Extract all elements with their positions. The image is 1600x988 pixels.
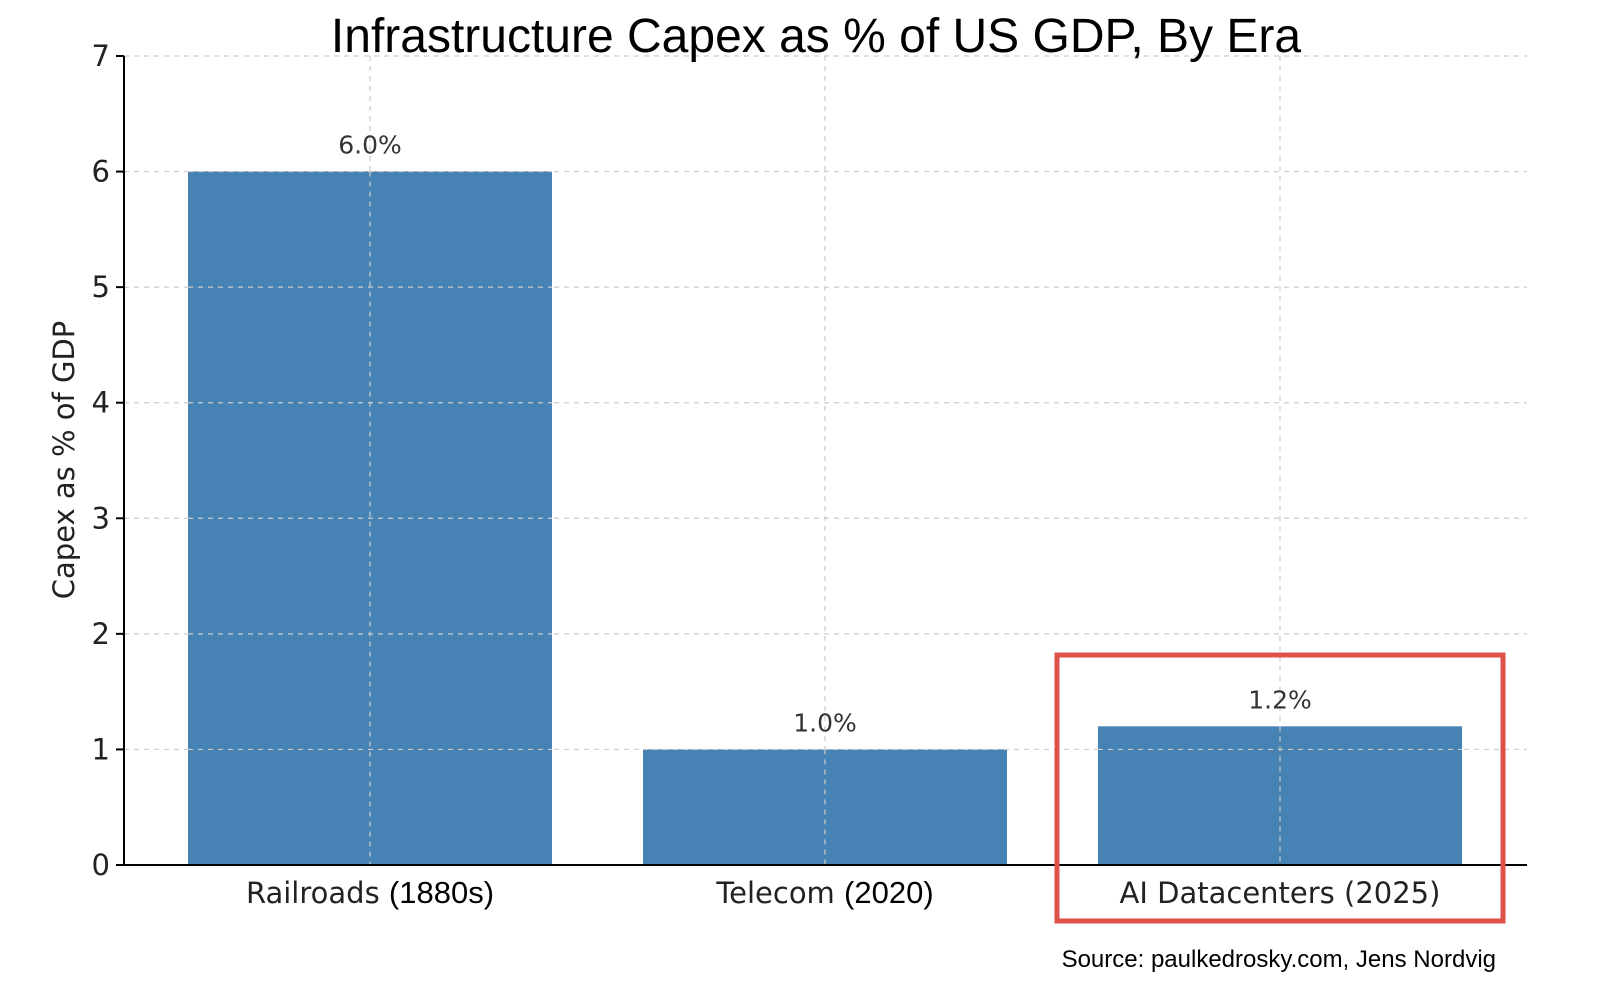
category-period-1: (2020) (844, 875, 934, 910)
y-tick-label-2: 2 (92, 617, 110, 651)
y-tick-label-0: 0 (92, 848, 110, 882)
category-name-1: Telecom (715, 876, 844, 910)
y-tick-label-3: 3 (92, 501, 110, 535)
category-name-2: AI Datacenters (1120, 876, 1344, 910)
y-tick-label-6: 6 (92, 155, 110, 189)
data-label-2: 1.2% (1248, 685, 1312, 714)
chart-title: Infrastructure Capex as % of US GDP, By … (331, 10, 1301, 63)
bars (188, 170, 1462, 866)
y-tick-label-5: 5 (92, 270, 110, 304)
y-tick-label-4: 4 (92, 386, 110, 420)
data-label-1: 1.0% (793, 708, 857, 737)
category-period-2: (2025) (1344, 876, 1440, 910)
source-note: Source: paulkedrosky.com, Jens Nordvig (1062, 946, 1496, 973)
y-axis-label: Capex as % of GDP (47, 321, 81, 599)
y-tick-labels: 0 1 2 3 4 5 6 7 (92, 39, 124, 882)
category-label-2: AI Datacenters (2025) (1120, 876, 1441, 910)
y-tick-label-1: 1 (92, 732, 110, 766)
highlight-box (1054, 652, 1506, 924)
highlight-layer (1054, 652, 1506, 924)
data-labels: 6.0% 1.0% 1.2% (338, 131, 1312, 738)
category-name-0: Railroads (246, 876, 389, 910)
category-label-1: Telecom (2020) (715, 875, 933, 910)
bar-1 (643, 749, 1007, 865)
category-labels: Railroads (1880s) Telecom (2020) AI Datace… (246, 875, 1440, 910)
y-tick-label-7: 7 (92, 39, 110, 73)
category-label-0: Railroads (1880s) (246, 875, 494, 910)
data-label-0: 6.0% (338, 131, 402, 160)
category-period-0: (1880s) (389, 875, 494, 910)
